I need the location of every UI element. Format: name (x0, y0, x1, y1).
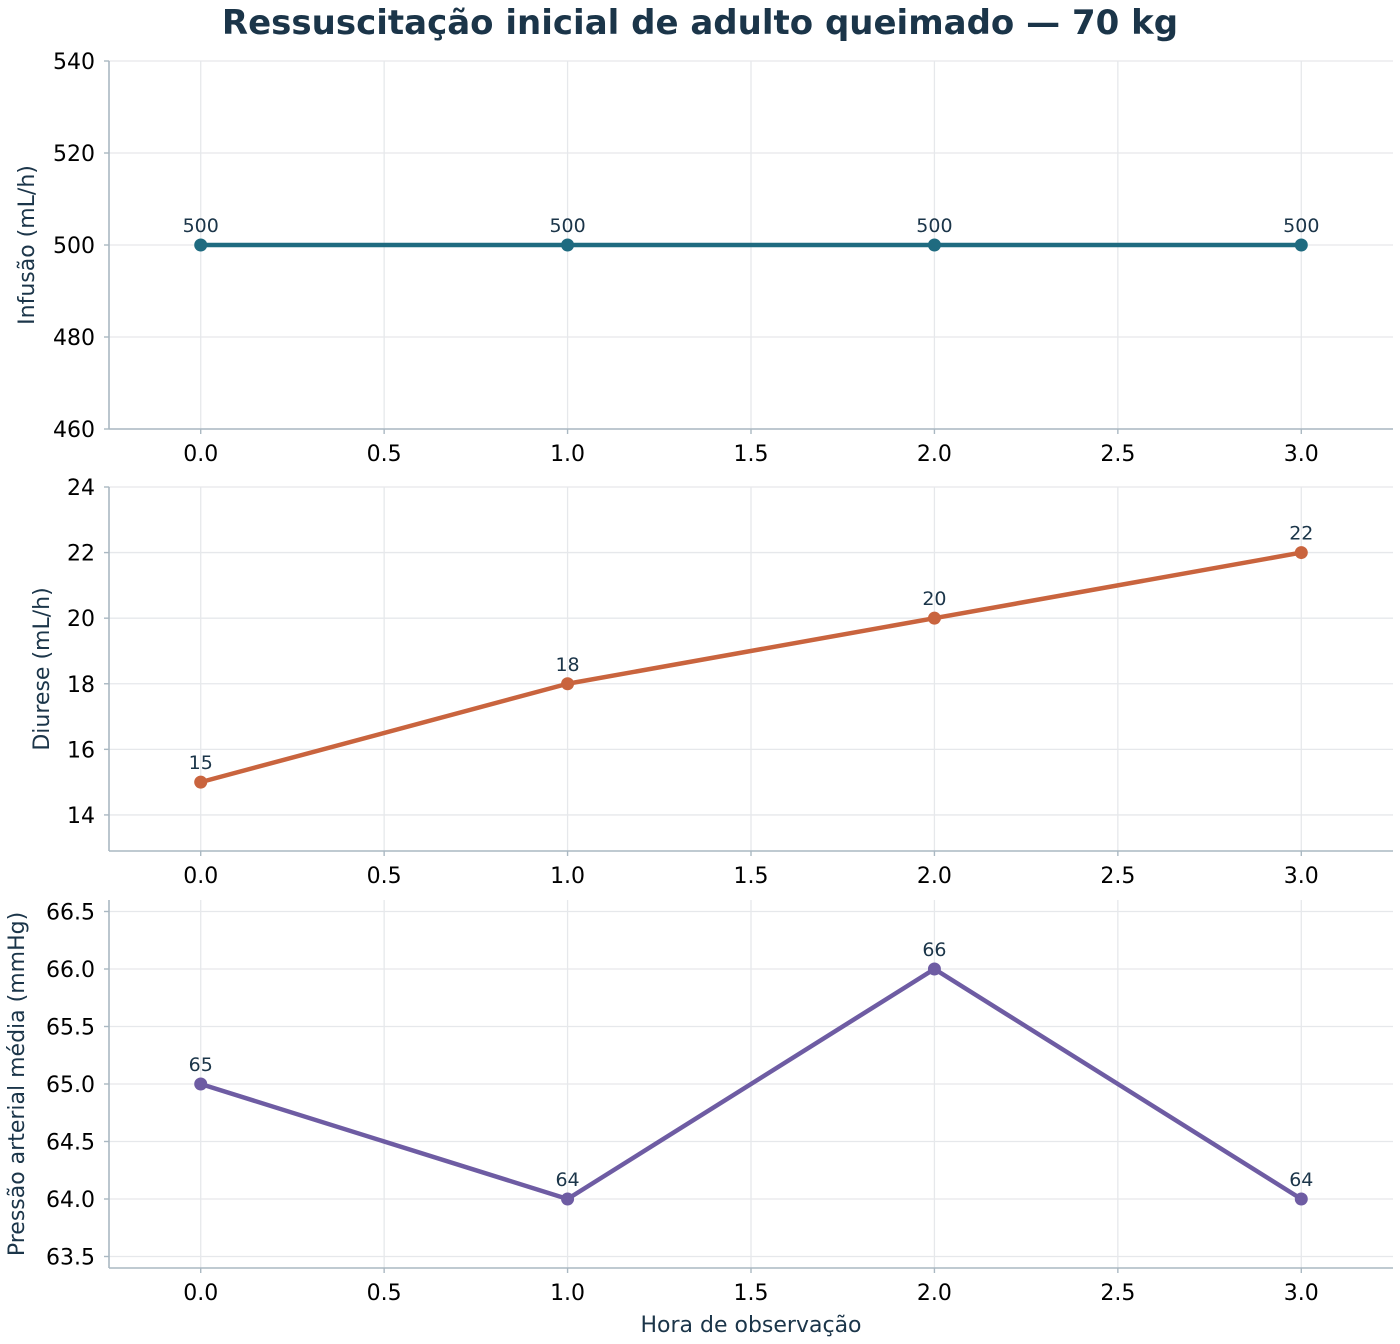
series-line (198, 550, 1304, 785)
data-point (1294, 1192, 1308, 1206)
y-tick-label: 66.0 (46, 958, 95, 983)
x-tick-label: 0.0 (183, 864, 218, 889)
data-point (1294, 238, 1308, 252)
data-label: 18 (555, 654, 579, 676)
data-point (194, 1077, 208, 1091)
data-point (561, 677, 575, 691)
data-label: 22 (1289, 523, 1313, 545)
x-tick-label: 2.5 (1100, 442, 1135, 467)
x-tick-label: 0.0 (183, 1281, 218, 1306)
y-tick-label: 520 (53, 142, 95, 167)
x-tick-label: 2.5 (1100, 1281, 1135, 1306)
data-point (1294, 546, 1308, 560)
y-tick-label: 22 (67, 542, 95, 567)
data-label: 500 (1283, 215, 1319, 237)
data-label: 500 (183, 215, 219, 237)
x-tick-label: 1.0 (550, 864, 585, 889)
data-label: 64 (555, 1169, 579, 1191)
y-tick-label: 66.5 (46, 901, 95, 926)
y-tick-label: 14 (67, 804, 95, 829)
x-tick-label: 0.5 (367, 1281, 402, 1306)
data-point (561, 1192, 575, 1206)
subplot-2: 0.0 0.5 1.0 1.5 2.0 2.5 3.0 14 16 18 20 22 24 Diurese… (30, 476, 1393, 889)
series-line (198, 966, 1304, 1202)
x-tick-label: 1.0 (550, 1281, 585, 1306)
subplot-3: 0.0 0.5 1.0 1.5 2.0 2.5 3.0 63.5 64.0 64.5 65.0 65.… (5, 900, 1393, 1306)
data-point (927, 611, 941, 625)
data-label: 500 (916, 215, 952, 237)
chart-title: Ressuscitação inicial de adulto queimado… (222, 3, 1178, 43)
y-tick-label: 20 (67, 607, 95, 632)
data-label: 15 (189, 752, 213, 774)
x-tick-label: 0.5 (367, 442, 402, 467)
y-tick-label: 64.5 (46, 1131, 95, 1156)
y-tick-label: 24 (67, 476, 95, 501)
data-label: 65 (189, 1054, 213, 1076)
x-tick-label: 0.5 (367, 864, 402, 889)
y-tick-label: 64.0 (46, 1188, 95, 1213)
data-point (927, 962, 941, 976)
y-tick-label: 18 (67, 673, 95, 698)
x-tick-label: 1.5 (734, 442, 769, 467)
x-tick-label: 1.5 (734, 864, 769, 889)
x-tick-label: 1.5 (734, 1281, 769, 1306)
y-tick-label: 500 (53, 234, 95, 259)
data-label: 66 (922, 939, 946, 961)
data-point (561, 238, 575, 252)
y-tick-label: 65.5 (46, 1016, 95, 1041)
x-tick-label: 2.0 (917, 1281, 952, 1306)
y-tick-label: 65.0 (46, 1073, 95, 1098)
y-tick-label: 460 (53, 418, 95, 443)
x-tick-label: 0.0 (183, 442, 218, 467)
x-tick-label: 2.0 (917, 442, 952, 467)
data-point (927, 238, 941, 252)
data-label: 64 (1289, 1169, 1313, 1191)
x-axis-label: Hora de observação (640, 1313, 861, 1338)
x-tick-label: 2.0 (917, 864, 952, 889)
x-tick-label: 3.0 (1284, 442, 1319, 467)
y-axis-label: Pressão arterial média (mmHg) (5, 912, 30, 1256)
y-tick-label: 16 (67, 738, 95, 763)
data-point (194, 775, 208, 789)
y-axis-label: Diurese (mL/h) (30, 587, 55, 750)
data-point (194, 238, 208, 252)
x-tick-label: 3.0 (1284, 1281, 1319, 1306)
y-axis-label: Infusão (mL/h) (15, 165, 40, 325)
subplot-1: 0.0 0.5 1.0 1.5 2.0 2.5 3.0 460 480 500 520 540 Infu… (15, 50, 1393, 467)
x-tick-label: 3.0 (1284, 864, 1319, 889)
data-label: 500 (549, 215, 585, 237)
x-tick-label: 1.0 (550, 442, 585, 467)
y-tick-label: 480 (53, 326, 95, 351)
x-tick-label: 2.5 (1100, 864, 1135, 889)
y-tick-label: 63.5 (46, 1246, 95, 1271)
y-tick-label: 540 (53, 50, 95, 75)
data-label: 20 (922, 588, 946, 610)
